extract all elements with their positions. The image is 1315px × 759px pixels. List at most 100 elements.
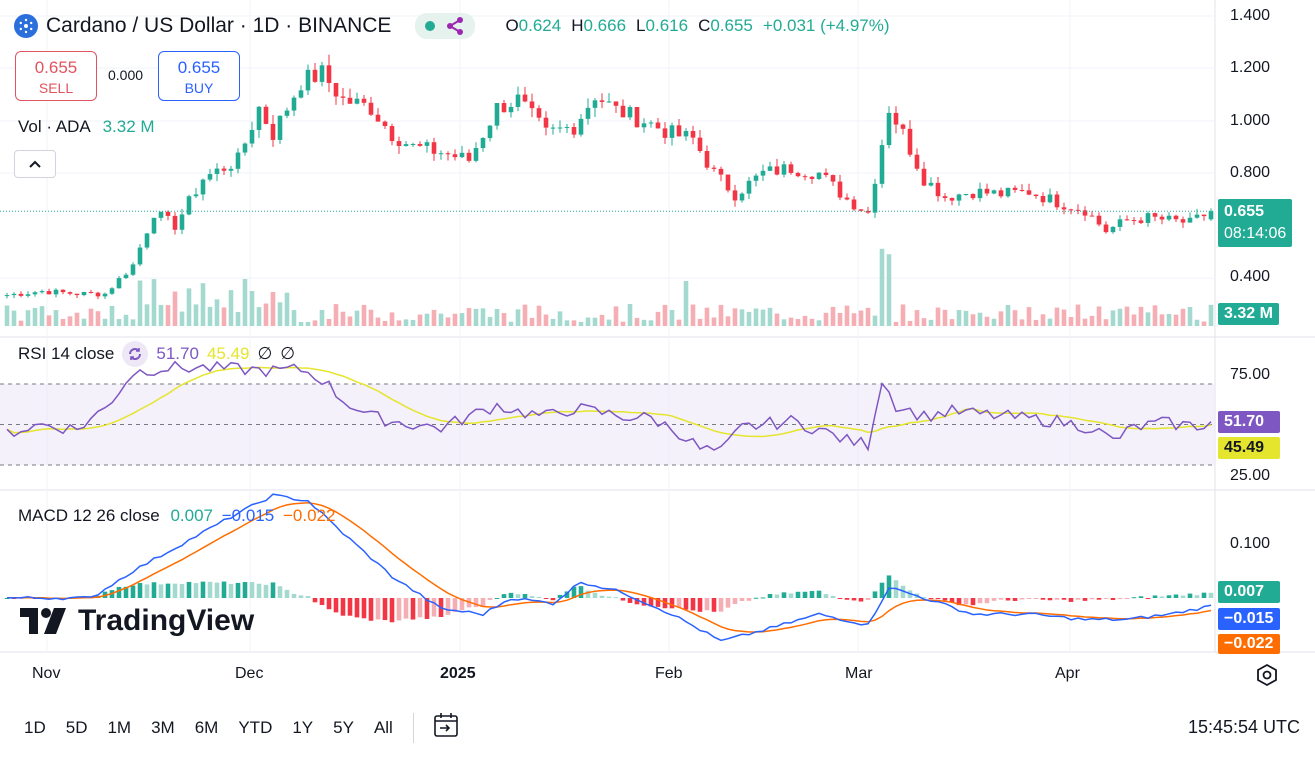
- macd-histogram-bar: [249, 582, 255, 598]
- volume-bar: [242, 279, 248, 326]
- volume-bar: [984, 316, 990, 326]
- candle: [1145, 213, 1151, 223]
- macd-histogram-bar: [326, 598, 332, 610]
- candle: [970, 193, 976, 199]
- collapse-legend-button[interactable]: [14, 150, 56, 178]
- candle: [165, 211, 171, 216]
- candle: [494, 103, 500, 126]
- utc-clock[interactable]: 15:45:54 UTC: [1187, 717, 1300, 737]
- time-axis-label: Mar: [845, 665, 873, 682]
- volume-bar: [151, 279, 157, 326]
- range-all[interactable]: All: [373, 717, 393, 737]
- volume-legend[interactable]: Vol · ADA 3.32 M: [18, 117, 155, 137]
- candle: [445, 153, 451, 155]
- macd-histogram-bar: [1117, 598, 1123, 600]
- range-ytd[interactable]: YTD: [238, 717, 273, 737]
- macd-histogram-bar: [242, 581, 248, 598]
- macd-histogram-bar: [683, 598, 689, 610]
- macd-histogram-bar: [459, 598, 465, 611]
- volume-bar: [130, 319, 136, 326]
- volume-bar: [515, 309, 521, 326]
- ohlc-readout: O0.624 H0.666 L0.616 C0.655 +0.031 (+4.9…: [505, 16, 889, 36]
- volume-bar: [39, 306, 45, 326]
- range-3m[interactable]: 3M: [151, 717, 175, 737]
- volume-bar: [543, 314, 549, 326]
- candle: [613, 101, 619, 106]
- volume-bar: [1145, 312, 1151, 326]
- candle: [655, 122, 661, 129]
- candle: [690, 130, 696, 138]
- rsi-legend[interactable]: RSI 14 close 51.70 45.49 ∅ ∅: [18, 341, 295, 367]
- macd-histogram-bar: [543, 598, 549, 599]
- macd-histogram-bar: [711, 598, 717, 612]
- candle: [697, 137, 703, 151]
- volume-bar: [858, 310, 864, 326]
- volume-bar: [536, 305, 542, 326]
- macd-histogram-bar: [1152, 595, 1158, 598]
- volume-bar: [564, 320, 570, 326]
- volume-bar: [445, 317, 451, 326]
- symbol-header[interactable]: Cardano / US Dollar · 1D · BINANCE O0.62…: [14, 13, 890, 39]
- range-6m[interactable]: 6M: [194, 717, 219, 737]
- range-5d[interactable]: 5D: [65, 717, 88, 737]
- macd-histogram-bar: [823, 594, 829, 598]
- macd-histogram-bar: [1047, 598, 1053, 601]
- range-1m[interactable]: 1M: [107, 717, 132, 737]
- chart-settings-gear-icon[interactable]: [1255, 663, 1279, 692]
- candle: [886, 112, 892, 146]
- candle: [963, 193, 969, 195]
- candle: [298, 90, 304, 98]
- go-to-date-calendar-icon[interactable]: [432, 711, 460, 744]
- sell-button[interactable]: 0.655 SELL: [15, 51, 97, 101]
- macd-histogram-bar: [368, 598, 374, 621]
- macd-histogram-bar: [865, 598, 871, 600]
- macd-histogram-bar: [620, 598, 626, 601]
- macd-histogram-bar: [648, 598, 654, 607]
- candle: [676, 125, 682, 137]
- candle: [1124, 219, 1130, 221]
- macd-histogram-bar: [284, 589, 290, 598]
- market-status-pill[interactable]: [415, 13, 476, 39]
- last-price-badge: 0.655 08:14:06: [1218, 199, 1293, 247]
- macd-histogram-bar: [193, 583, 199, 598]
- macd-legend[interactable]: MACD 12 26 close 0.007 −0.015 −0.022: [18, 506, 335, 526]
- refresh-icon[interactable]: [122, 341, 149, 367]
- symbol-title[interactable]: Cardano / US Dollar · 1D · BINANCE: [46, 14, 392, 37]
- candle: [592, 100, 598, 108]
- candle: [1103, 224, 1109, 233]
- candle: [438, 153, 444, 155]
- volume-bar: [725, 316, 731, 326]
- volume-bar: [830, 306, 836, 326]
- macd-histogram-bar: [172, 583, 178, 598]
- macd-histogram-bar: [480, 598, 486, 607]
- price-axis-label: 0.400: [1230, 268, 1271, 285]
- volume-bar: [312, 320, 318, 326]
- macd-histogram-bar: [144, 584, 150, 598]
- macd-histogram-bar: [1082, 598, 1088, 601]
- macd-histogram-bar: [529, 596, 535, 598]
- macd-histogram-bar: [347, 598, 353, 616]
- price-axis-label: 1.400: [1230, 7, 1271, 24]
- macd-histogram-bar: [319, 598, 325, 606]
- volume-bar: [655, 311, 661, 326]
- candle: [305, 69, 311, 91]
- volume-bar: [1033, 319, 1039, 326]
- macd-signal-line: [6, 501, 1212, 633]
- macd-histogram-bar: [627, 598, 633, 603]
- range-1d[interactable]: 1D: [24, 717, 46, 737]
- macd-histogram-bar: [403, 598, 409, 619]
- macd-histogram-bar: [830, 596, 836, 598]
- macd-histogram-bar: [634, 598, 640, 605]
- candle: [1187, 217, 1193, 223]
- range-5y[interactable]: 5Y: [333, 717, 354, 737]
- candle: [200, 179, 206, 195]
- chart-canvas[interactable]: [0, 0, 1315, 700]
- range-1y[interactable]: 1Y: [292, 717, 314, 737]
- candle: [907, 128, 913, 155]
- volume-bar: [683, 281, 689, 326]
- candle: [858, 209, 864, 211]
- candle: [396, 141, 402, 147]
- candle: [11, 293, 17, 296]
- buy-button[interactable]: 0.655 BUY: [158, 51, 240, 101]
- share-icon[interactable]: [445, 16, 465, 36]
